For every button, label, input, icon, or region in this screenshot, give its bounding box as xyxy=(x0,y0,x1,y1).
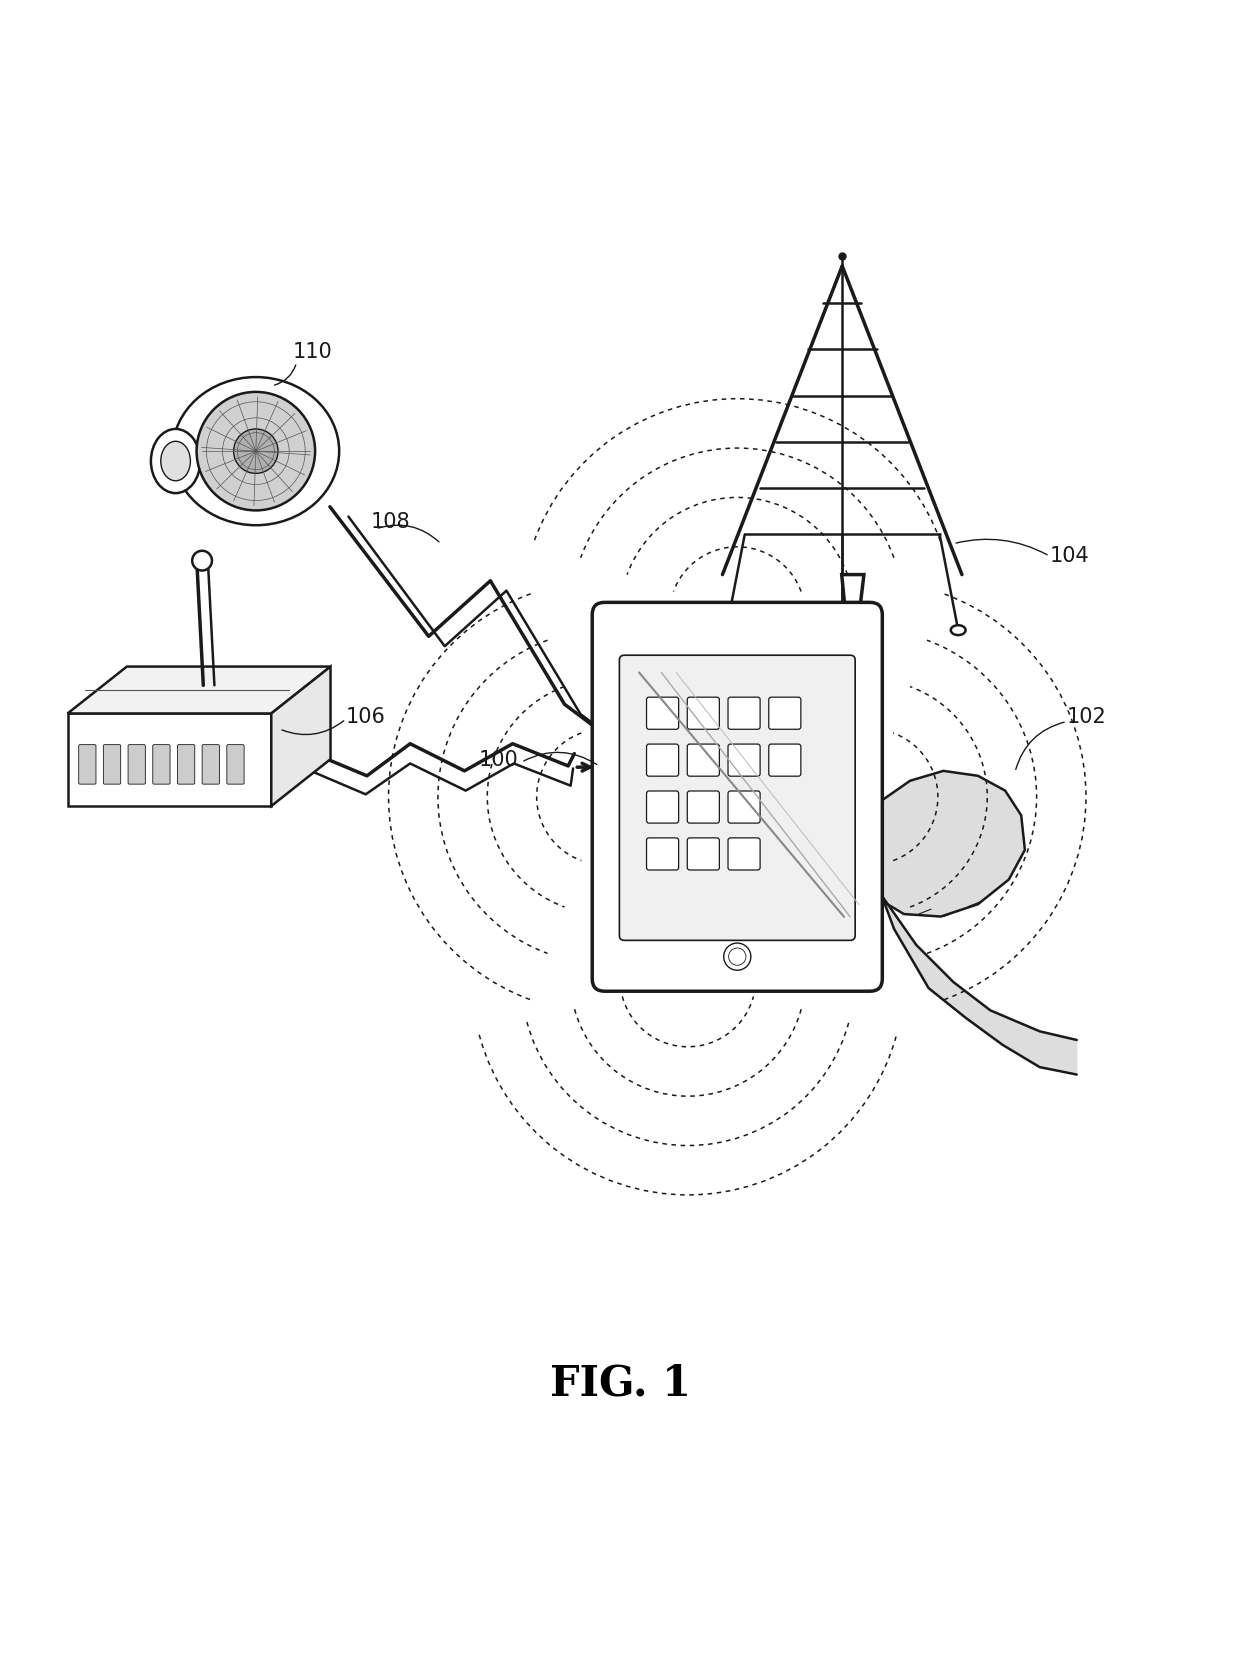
Circle shape xyxy=(197,391,315,511)
FancyBboxPatch shape xyxy=(687,838,719,870)
Ellipse shape xyxy=(719,625,734,635)
Text: 108: 108 xyxy=(371,511,410,531)
Polygon shape xyxy=(882,895,1076,1075)
FancyBboxPatch shape xyxy=(646,838,678,870)
FancyBboxPatch shape xyxy=(103,744,120,785)
Polygon shape xyxy=(836,749,882,825)
FancyBboxPatch shape xyxy=(593,603,883,991)
FancyBboxPatch shape xyxy=(646,697,678,729)
FancyBboxPatch shape xyxy=(687,697,719,729)
FancyBboxPatch shape xyxy=(78,744,95,785)
FancyBboxPatch shape xyxy=(620,655,856,941)
FancyBboxPatch shape xyxy=(646,791,678,823)
Ellipse shape xyxy=(951,625,966,635)
FancyBboxPatch shape xyxy=(202,744,219,785)
Polygon shape xyxy=(68,667,331,714)
Text: 100: 100 xyxy=(479,749,518,769)
Ellipse shape xyxy=(835,625,849,635)
FancyBboxPatch shape xyxy=(769,744,801,776)
Polygon shape xyxy=(787,575,870,785)
FancyBboxPatch shape xyxy=(227,744,244,785)
Circle shape xyxy=(192,551,212,571)
Ellipse shape xyxy=(161,442,191,480)
Polygon shape xyxy=(862,771,1025,917)
FancyBboxPatch shape xyxy=(128,744,145,785)
FancyBboxPatch shape xyxy=(728,744,760,776)
Ellipse shape xyxy=(172,376,340,526)
Text: 104: 104 xyxy=(1049,546,1089,566)
FancyBboxPatch shape xyxy=(687,744,719,776)
Polygon shape xyxy=(272,667,331,806)
FancyBboxPatch shape xyxy=(728,697,760,729)
Circle shape xyxy=(724,942,751,971)
FancyBboxPatch shape xyxy=(769,697,801,729)
Circle shape xyxy=(233,428,278,474)
Ellipse shape xyxy=(151,428,201,494)
FancyBboxPatch shape xyxy=(646,744,678,776)
FancyBboxPatch shape xyxy=(687,791,719,823)
FancyBboxPatch shape xyxy=(728,791,760,823)
Text: 110: 110 xyxy=(293,343,332,363)
FancyBboxPatch shape xyxy=(177,744,195,785)
Text: 106: 106 xyxy=(346,707,386,726)
Text: FIG. 1: FIG. 1 xyxy=(549,1362,691,1404)
FancyBboxPatch shape xyxy=(153,744,170,785)
Text: 102: 102 xyxy=(1066,707,1106,726)
Polygon shape xyxy=(68,714,272,806)
FancyBboxPatch shape xyxy=(728,838,760,870)
